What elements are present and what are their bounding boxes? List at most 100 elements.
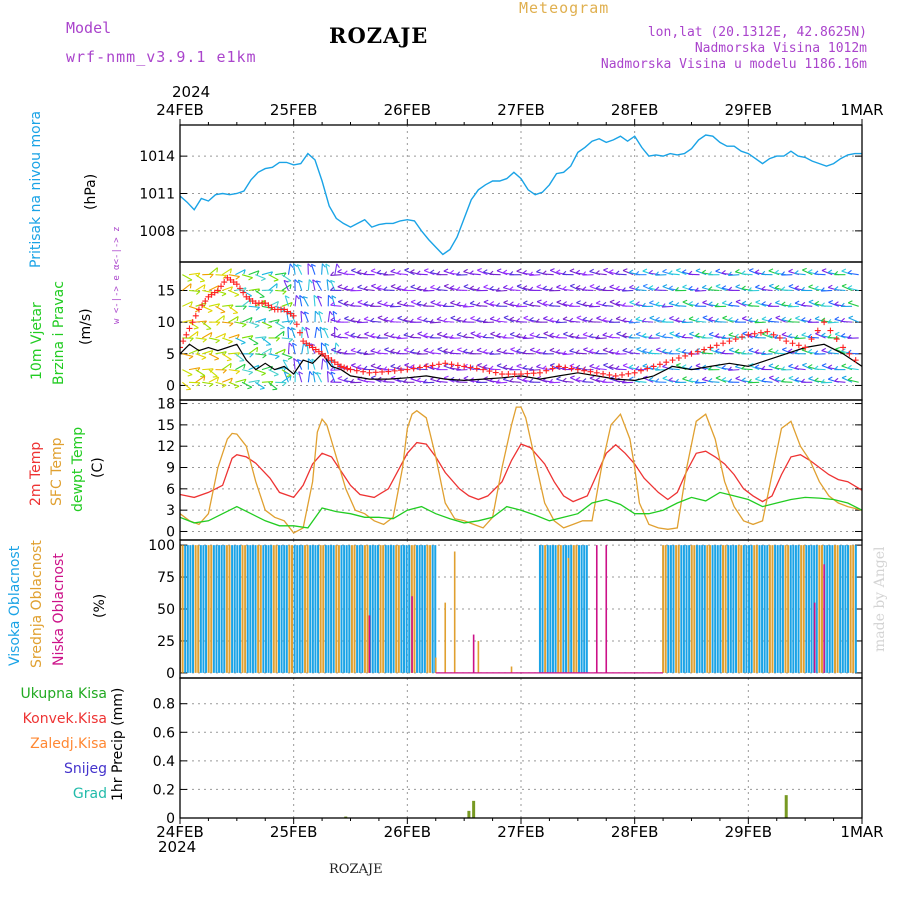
wind-gust-marker <box>353 367 360 374</box>
wind-gust-marker <box>410 365 417 372</box>
panel-grid: 1008 1011 1014 <box>139 125 862 262</box>
wind-barb-flag <box>495 302 501 307</box>
wind-barb-flag <box>628 364 634 368</box>
wind-barb-flag <box>206 328 212 330</box>
wind-barb <box>675 304 687 307</box>
wind-barb-flag <box>203 376 206 381</box>
wind-barb-flag <box>376 269 382 274</box>
wind-barb-flag <box>369 317 375 322</box>
wind-barb-flag <box>316 326 320 332</box>
precip-bar <box>467 810 471 818</box>
wind-barb-flag <box>761 377 766 382</box>
wind-barb <box>268 274 279 281</box>
wind-barb-flag <box>648 349 653 354</box>
wind-barb <box>396 272 408 276</box>
wind-barb-flag <box>403 286 408 291</box>
wind-barb-flag <box>768 375 774 379</box>
wind-gust-marker <box>230 279 237 286</box>
wind-barb <box>516 321 528 323</box>
wind-barb <box>562 353 574 356</box>
wind-barb <box>443 365 455 371</box>
wind-barb <box>254 290 265 298</box>
precip-bar <box>784 795 788 818</box>
wind-barb-flag <box>556 376 561 380</box>
wind-barb-flag <box>286 374 292 378</box>
wind-barb-flag <box>675 347 681 351</box>
wind-barb <box>331 295 336 307</box>
wind-barb-flag <box>410 364 415 368</box>
wind-barb <box>509 289 521 292</box>
wind-barb <box>841 335 853 339</box>
wind-barb-flag <box>509 378 514 382</box>
wind-barb-flag <box>847 334 852 339</box>
wind-barb-flag <box>456 366 461 371</box>
wind-gust-marker <box>347 366 354 373</box>
wind-barb <box>195 337 207 340</box>
wind-barb <box>689 333 700 339</box>
wind-barb <box>768 320 780 323</box>
wind-barb-flag <box>269 366 273 371</box>
wind-barb <box>821 364 833 371</box>
wind-barb <box>668 273 680 276</box>
wind-barb <box>410 378 422 383</box>
wind-barb <box>283 371 289 383</box>
wind-barb-flag <box>280 327 285 330</box>
y-tick-label: 9 <box>166 461 175 477</box>
wind-barb <box>575 352 587 355</box>
model-name: wrf-nmm_v3.9.1 e1km <box>66 48 257 66</box>
wind-barb <box>182 381 192 390</box>
wind-barb-flag <box>820 317 826 322</box>
wind-gust-marker <box>663 359 670 366</box>
wind-barb-flag <box>536 363 541 368</box>
wind-barb-flag <box>787 348 793 352</box>
wind-barb-flag <box>741 285 746 290</box>
wind-barb-flag <box>781 316 786 321</box>
wind-barb <box>469 273 481 276</box>
wind-barb <box>841 377 853 383</box>
wind-barb-flag <box>416 377 421 382</box>
wind-barb-flag <box>269 289 274 294</box>
wind-barb-flag <box>298 279 303 283</box>
wind-barb <box>443 320 455 323</box>
wind-barb <box>735 377 747 383</box>
wind-barb-flag <box>701 376 707 380</box>
wind-barb <box>523 317 534 323</box>
wind-barb-flag <box>794 349 799 354</box>
wind-gust-marker <box>821 319 828 326</box>
wind-barb-flag <box>509 271 514 276</box>
wind-barb-flag <box>570 375 575 379</box>
wind-barb <box>301 342 305 354</box>
wind-barb <box>542 368 554 371</box>
wind-barb <box>721 272 733 276</box>
wind-barb-flag <box>714 333 720 337</box>
wind-barb <box>701 352 713 355</box>
wind-barb-flag <box>516 363 522 367</box>
wind-barb <box>782 348 793 355</box>
wind-barb-flag <box>292 342 297 347</box>
wind-gust-marker <box>612 372 619 379</box>
wind-barb-flag <box>681 364 687 368</box>
wind-barb-flag <box>503 300 509 304</box>
wind-barb-flag <box>220 311 226 314</box>
wind-barb-flag <box>562 301 567 305</box>
wind-barb-flag <box>416 316 422 320</box>
y-tick-label: 1008 <box>139 224 175 240</box>
wind-barb <box>476 349 488 355</box>
wind-gust-marker <box>338 363 345 370</box>
wind-barb-flag <box>681 349 687 353</box>
panel-frame <box>179 399 863 541</box>
wind-barb <box>834 380 846 383</box>
wind-barb <box>847 367 859 371</box>
wind-barb-flag <box>509 366 514 371</box>
wind-barb-flag <box>622 363 628 367</box>
wind-barb <box>450 317 462 323</box>
wind-barb <box>748 305 760 307</box>
wind-gust-marker <box>600 370 607 377</box>
wind-barb <box>609 286 621 292</box>
wind-barb-flag <box>721 285 727 289</box>
wind-barb-flag <box>502 284 508 289</box>
wind-barb-flag <box>661 303 666 308</box>
wind-barb <box>728 349 740 355</box>
wind-barb-flag <box>802 362 807 366</box>
wind-barb-flag <box>323 327 329 331</box>
